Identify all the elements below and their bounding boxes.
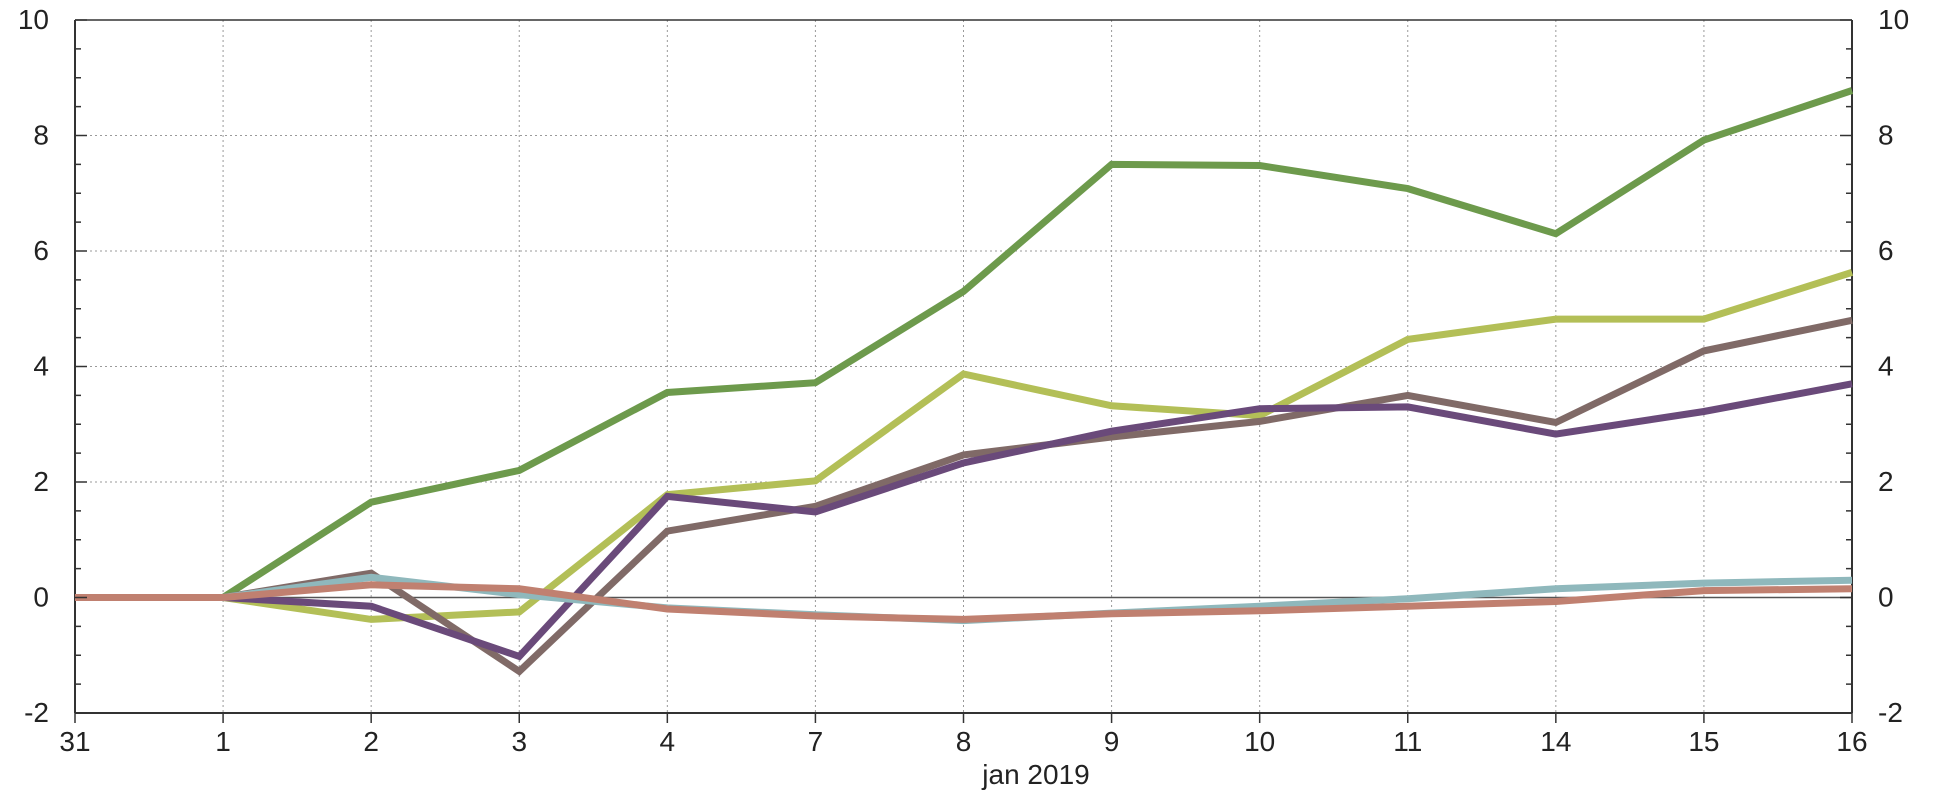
- x-tick-label: 16: [1836, 726, 1867, 757]
- x-tick-label: 31: [59, 726, 90, 757]
- x-tick-label: 7: [808, 726, 824, 757]
- y-tick-label-right: 8: [1878, 120, 1894, 151]
- y-tick-label-right: 4: [1878, 351, 1894, 382]
- y-tick-label-left: 0: [33, 582, 49, 613]
- y-tick-label-left: 8: [33, 120, 49, 151]
- y-tick-label-right: 6: [1878, 235, 1894, 266]
- x-tick-label: 8: [956, 726, 972, 757]
- y-tick-label-left: -2: [24, 697, 49, 728]
- series-line-2: [75, 269, 1854, 623]
- x-tick-label: 4: [660, 726, 676, 757]
- y-tick-label-left: 4: [33, 351, 49, 382]
- series-line-4: [75, 380, 1853, 661]
- x-axis-title: jan 2019: [981, 759, 1089, 790]
- x-tick-label: 2: [363, 726, 379, 757]
- y-tick-label-right: 10: [1878, 4, 1909, 35]
- x-tick-label: 10: [1244, 726, 1275, 757]
- y-axis-left: -2 0 2 4 6 8 10: [18, 4, 87, 728]
- x-tick-label: 1: [215, 726, 231, 757]
- x-tick-label: 15: [1688, 726, 1719, 757]
- series-line-1: [75, 87, 1854, 601]
- series-line-6: [75, 581, 1853, 623]
- y-tick-label-left: 10: [18, 4, 49, 35]
- y-tick-label-right: -2: [1878, 697, 1903, 728]
- y-tick-label-left: 6: [33, 235, 49, 266]
- gridlines: [75, 20, 1852, 713]
- x-tick-label: 14: [1540, 726, 1571, 757]
- x-tick-label: 9: [1104, 726, 1120, 757]
- y-tick-label-right: 2: [1878, 466, 1894, 497]
- x-axis: 31 1 2 3 4 7 8 9 10 11 14 15 16: [59, 713, 1868, 757]
- x-tick-label: 3: [511, 726, 527, 757]
- y-tick-label-right: 0: [1878, 582, 1894, 613]
- y-tick-label-left: 2: [33, 466, 49, 497]
- x-tick-label: 11: [1393, 726, 1422, 757]
- series-line-3: [75, 316, 1853, 676]
- y-axis-right: -2 0 2 4 6 8 10: [1840, 4, 1909, 728]
- series-lines: [75, 87, 1854, 676]
